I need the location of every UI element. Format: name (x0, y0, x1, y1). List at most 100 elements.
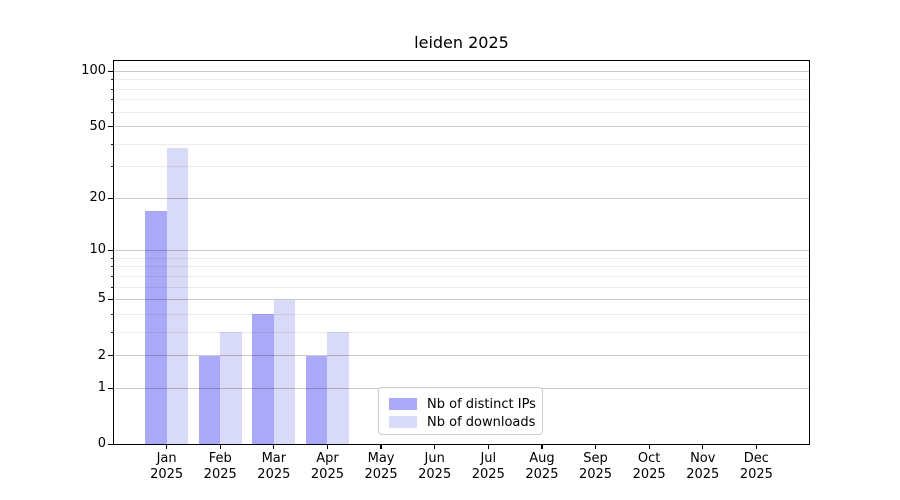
x-tick-mark-jun (434, 445, 436, 449)
x-tick-label-mar: Mar 2025 (234, 451, 314, 483)
y-tick-mark-minor-80 (110, 88, 113, 90)
gridline-minor-40 (113, 143, 810, 145)
x-tick-year: 2025 (471, 467, 505, 482)
x-tick-mark-aug (541, 445, 543, 449)
y-tick-mark-5 (108, 298, 113, 301)
bar-feb-distinct-ips (198, 355, 221, 445)
y-tick-mark-2 (108, 355, 113, 357)
chart-title: leiden 2025 (414, 33, 509, 52)
gridline-minor-6 (113, 286, 810, 288)
x-tick-label-sep: Sep 2025 (556, 451, 636, 483)
y-tick-mark-minor-9 (110, 257, 113, 259)
x-tick-month: Dec (743, 451, 769, 466)
gridline-minor-3 (113, 331, 810, 333)
x-tick-label-aug: Aug 2025 (502, 451, 582, 483)
x-tick-year: 2025 (310, 467, 344, 482)
gridline-minor-4 (113, 313, 810, 315)
x-tick-mark-jan (166, 445, 168, 449)
y-tick-label-20: 20 (89, 190, 106, 206)
x-tick-month: Sep (583, 451, 608, 466)
x-tick-month: Oct (637, 451, 661, 466)
gridline-major-100 (113, 70, 810, 72)
x-tick-mark-apr (326, 445, 329, 449)
x-tick-label-may: May 2025 (341, 451, 421, 483)
gridline-major-2 (113, 355, 810, 356)
x-tick-label-jan: Jan 2025 (127, 451, 207, 483)
gridline-minor-90 (113, 79, 810, 81)
x-tick-year: 2025 (578, 467, 613, 482)
gridline-major-10 (113, 249, 810, 251)
bar-mar-distinct-ips (252, 314, 274, 445)
y-tick-mark-minor-60 (110, 111, 113, 113)
y-tick-label-5: 5 (97, 291, 106, 307)
x-tick-month: Mar (261, 451, 287, 466)
legend-swatch-distinct-ips (389, 398, 417, 410)
x-tick-label-apr: Apr 2025 (287, 451, 367, 483)
gridline-minor-80 (113, 88, 810, 90)
legend-label-distinct-ips: Nb of distinct IPs (427, 396, 536, 412)
y-tick-label-10: 10 (89, 242, 106, 258)
x-tick-year: 2025 (257, 467, 291, 482)
x-tick-year: 2025 (525, 467, 559, 482)
legend-item-downloads: Nb of downloads (389, 413, 536, 431)
x-tick-year: 2025 (364, 467, 398, 482)
gridline-minor-9 (113, 257, 810, 259)
y-tick-mark-minor-70 (110, 99, 113, 101)
x-tick-month: Apr (316, 451, 339, 466)
y-tick-mark-minor-7 (110, 275, 113, 277)
y-tick-label-1: 1 (97, 380, 106, 396)
x-tick-label-feb: Feb 2025 (180, 451, 260, 483)
x-tick-year: 2025 (632, 467, 666, 482)
x-tick-mark-feb (219, 445, 221, 449)
gridline-minor-70 (113, 99, 810, 101)
y-tick-label-50: 50 (89, 118, 106, 134)
y-tick-mark-10 (108, 249, 113, 252)
y-tick-mark-minor-4 (110, 313, 113, 315)
legend-label-downloads: Nb of downloads (427, 414, 536, 430)
y-tick-mark-0 (108, 443, 113, 445)
x-tick-label-jun: Jun 2025 (395, 451, 475, 483)
x-tick-year: 2025 (739, 467, 773, 482)
bar-jan-downloads (166, 148, 189, 445)
x-tick-mark-mar (273, 445, 275, 449)
x-tick-year: 2025 (686, 467, 720, 482)
gridline-major-5 (113, 298, 810, 300)
y-tick-mark-minor-6 (110, 286, 113, 288)
gridline-major-20 (113, 197, 810, 199)
bar-jan-distinct-ips (145, 210, 167, 445)
x-tick-mark-dec (755, 445, 757, 449)
x-tick-mark-nov (702, 445, 704, 449)
x-tick-month: May (367, 451, 395, 466)
x-tick-year: 2025 (418, 467, 452, 482)
legend: Nb of distinct IPs Nb of downloads (378, 387, 543, 435)
x-tick-mark-may (380, 445, 382, 449)
x-tick-label-oct: Oct 2025 (609, 451, 689, 483)
x-tick-mark-sep (594, 445, 597, 449)
x-tick-month: Jan (156, 451, 177, 466)
x-tick-month: Jun (424, 451, 445, 466)
bar-apr-distinct-ips (306, 355, 328, 445)
y-tick-mark-minor-90 (110, 79, 113, 81)
y-tick-mark-50 (108, 126, 113, 128)
y-tick-mark-minor-3 (110, 331, 113, 333)
y-tick-label-100: 100 (81, 63, 106, 79)
x-tick-mark-oct (648, 445, 650, 449)
y-tick-mark-minor-30 (110, 166, 113, 168)
gridline-minor-30 (113, 166, 810, 168)
y-tick-mark-minor-40 (110, 143, 113, 145)
bar-mar-downloads (273, 299, 296, 445)
gridline-minor-8 (113, 266, 810, 268)
x-tick-year: 2025 (150, 467, 184, 482)
x-tick-month: Jul (480, 451, 497, 466)
legend-item-distinct-ips: Nb of distinct IPs (389, 395, 536, 413)
bar-apr-downloads (327, 332, 349, 445)
gridline-minor-60 (113, 111, 810, 113)
gridline-minor-7 (113, 275, 810, 277)
x-tick-month: Feb (208, 451, 232, 466)
y-tick-mark-1 (108, 387, 113, 389)
x-tick-label-jul: Jul 2025 (448, 451, 528, 483)
legend-swatch-downloads (389, 416, 417, 428)
x-tick-year: 2025 (203, 467, 237, 482)
x-tick-month: Nov (690, 451, 716, 466)
